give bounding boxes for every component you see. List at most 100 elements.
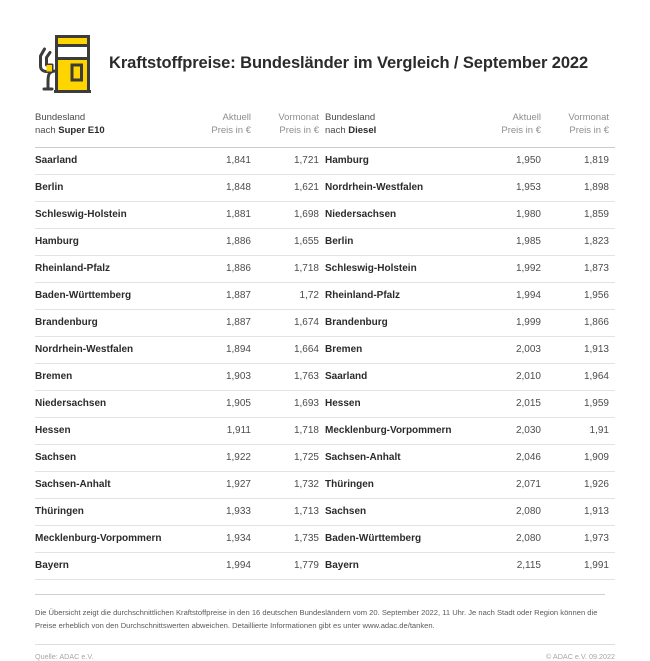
cell-aktuell-preis: 1,934: [187, 524, 257, 553]
cell-vormonat-preis: 1,698: [257, 200, 325, 229]
cell-aktuell-preis: 1,922: [187, 443, 257, 472]
cell-bundesland: Saarland: [325, 362, 477, 391]
header-fuel-type: Diesel: [348, 124, 377, 136]
cell-vormonat-preis: 1,926: [547, 470, 615, 499]
table-header-row: Bundesland nach Super E10 Aktuell Preis …: [35, 112, 325, 147]
header-line-2-prefix: nach: [35, 124, 59, 136]
header-line-2-prefix: nach: [325, 124, 349, 136]
header-vormonat-line1: Vormonat: [568, 112, 609, 123]
cell-aktuell-preis: 2,046: [477, 443, 547, 472]
cell-bundesland: Brandenburg: [35, 308, 187, 337]
cell-bundesland: Sachsen-Anhalt: [35, 470, 187, 499]
column-header-vormonat: Vormonat Preis in €: [547, 112, 615, 147]
cell-aktuell-preis: 1,887: [187, 308, 257, 337]
cell-aktuell-preis: 1,980: [477, 200, 547, 229]
cell-bundesland: Berlin: [35, 173, 187, 202]
cell-bundesland: Hamburg: [325, 146, 477, 175]
cell-aktuell-preis: 2,030: [477, 416, 547, 445]
table-row: Hessen 1,911 1,718: [35, 416, 325, 445]
cell-vormonat-preis: 1,721: [257, 146, 325, 175]
column-header-vormonat: Vormonat Preis in €: [257, 112, 325, 147]
cell-vormonat-preis: 1,964: [547, 362, 615, 391]
cell-vormonat-preis: 1,674: [257, 308, 325, 337]
cell-bundesland: Berlin: [325, 227, 477, 256]
cell-aktuell-preis: 1,848: [187, 173, 257, 202]
table-row: Nordrhein-Westfalen 1,953 1,898: [325, 173, 615, 202]
cell-vormonat-preis: 1,735: [257, 524, 325, 553]
cell-aktuell-preis: 1,994: [477, 281, 547, 310]
cell-aktuell-preis: 1,985: [477, 227, 547, 256]
table-row: Saarland 1,841 1,721: [35, 146, 325, 175]
cell-vormonat-preis: 1,956: [547, 281, 615, 310]
cell-bundesland: Saarland: [35, 146, 187, 175]
header-line-1: Bundesland: [35, 112, 86, 123]
cell-vormonat-preis: 1,913: [547, 335, 615, 364]
column-header-aktuell: Aktuell Preis in €: [477, 112, 547, 147]
header-fuel-type: Super E10: [58, 124, 105, 136]
cell-aktuell-preis: 2,080: [477, 524, 547, 553]
header-aktuell-line1: Aktuell: [512, 112, 541, 123]
cell-bundesland: Sachsen: [325, 497, 477, 526]
cell-bundesland: Hessen: [35, 416, 187, 445]
table-row: Brandenburg 1,999 1,866: [325, 308, 615, 337]
table-body-diesel: Hamburg 1,950 1,819 Nordrhein-Westfalen 1,95…: [325, 146, 615, 580]
table-row: Thüringen 1,933 1,713: [35, 497, 325, 526]
cell-vormonat-preis: 1,991: [547, 551, 615, 580]
cell-bundesland: Schleswig-Holstein: [35, 200, 187, 229]
table-row: Hessen 2,015 1,959: [325, 389, 615, 418]
cell-aktuell-preis: 2,115: [477, 551, 547, 580]
tables-container: Bundesland nach Super E10 Aktuell Preis …: [35, 112, 615, 580]
table-row: Sachsen-Anhalt 2,046 1,909: [325, 443, 615, 472]
column-header-bundesland: Bundesland nach Diesel: [325, 112, 477, 147]
cell-vormonat-preis: 1,72: [257, 281, 325, 310]
cell-bundesland: Rheinland-Pfalz: [325, 281, 477, 310]
cell-bundesland: Bayern: [35, 551, 187, 580]
table-super-e10: Bundesland nach Super E10 Aktuell Preis …: [35, 112, 325, 580]
cell-aktuell-preis: 1,887: [187, 281, 257, 310]
table-row: Bremen 1,903 1,763: [35, 362, 325, 391]
table-row: Sachsen 1,922 1,725: [35, 443, 325, 472]
cell-bundesland: Bremen: [35, 362, 187, 391]
header-aktuell-line1: Aktuell: [222, 112, 251, 123]
header-aktuell-line2: Preis in €: [501, 124, 541, 136]
cell-aktuell-preis: 1,903: [187, 362, 257, 391]
cell-bundesland: Sachsen-Anhalt: [325, 443, 477, 472]
cell-vormonat-preis: 1,823: [547, 227, 615, 256]
cell-bundesland: Niedersachsen: [35, 389, 187, 418]
cell-vormonat-preis: 1,91: [547, 416, 615, 445]
cell-aktuell-preis: 1,886: [187, 227, 257, 256]
table-row: Schleswig-Holstein 1,992 1,873: [325, 254, 615, 283]
cell-bundesland: Bremen: [325, 335, 477, 364]
cell-bundesland: Schleswig-Holstein: [325, 254, 477, 283]
cell-bundesland: Bayern: [325, 551, 477, 580]
header-aktuell-line2: Preis in €: [211, 124, 251, 136]
table-row: Brandenburg 1,887 1,674: [35, 308, 325, 337]
cell-vormonat-preis: 1,779: [257, 551, 325, 580]
table-row: Saarland 2,010 1,964: [325, 362, 615, 391]
cell-bundesland: Rheinland-Pfalz: [35, 254, 187, 283]
cell-bundesland: Thüringen: [35, 497, 187, 526]
table-row: Nordrhein-Westfalen 1,894 1,664: [35, 335, 325, 364]
cell-aktuell-preis: 2,015: [477, 389, 547, 418]
cell-vormonat-preis: 1,664: [257, 335, 325, 364]
cell-aktuell-preis: 2,003: [477, 335, 547, 364]
cell-vormonat-preis: 1,866: [547, 308, 615, 337]
cell-vormonat-preis: 1,718: [257, 416, 325, 445]
infographic-page: Kraftstoffpreise: Bundesländer im Vergle…: [35, 32, 615, 661]
cell-vormonat-preis: 1,732: [257, 470, 325, 499]
cell-vormonat-preis: 1,898: [547, 173, 615, 202]
cell-bundesland: Hamburg: [35, 227, 187, 256]
cell-aktuell-preis: 1,886: [187, 254, 257, 283]
fuel-pump-icon: [35, 32, 97, 96]
header-line-1: Bundesland: [325, 112, 376, 123]
table-row: Niedersachsen 1,905 1,693: [35, 389, 325, 418]
cell-vormonat-preis: 1,909: [547, 443, 615, 472]
cell-vormonat-preis: 1,873: [547, 254, 615, 283]
cell-aktuell-preis: 1,950: [477, 146, 547, 175]
table-row: Berlin 1,848 1,621: [35, 173, 325, 202]
cell-aktuell-preis: 1,881: [187, 200, 257, 229]
cell-vormonat-preis: 1,859: [547, 200, 615, 229]
header-vormonat-line2: Preis in €: [569, 124, 609, 136]
cell-aktuell-preis: 2,071: [477, 470, 547, 499]
cell-aktuell-preis: 1,992: [477, 254, 547, 283]
